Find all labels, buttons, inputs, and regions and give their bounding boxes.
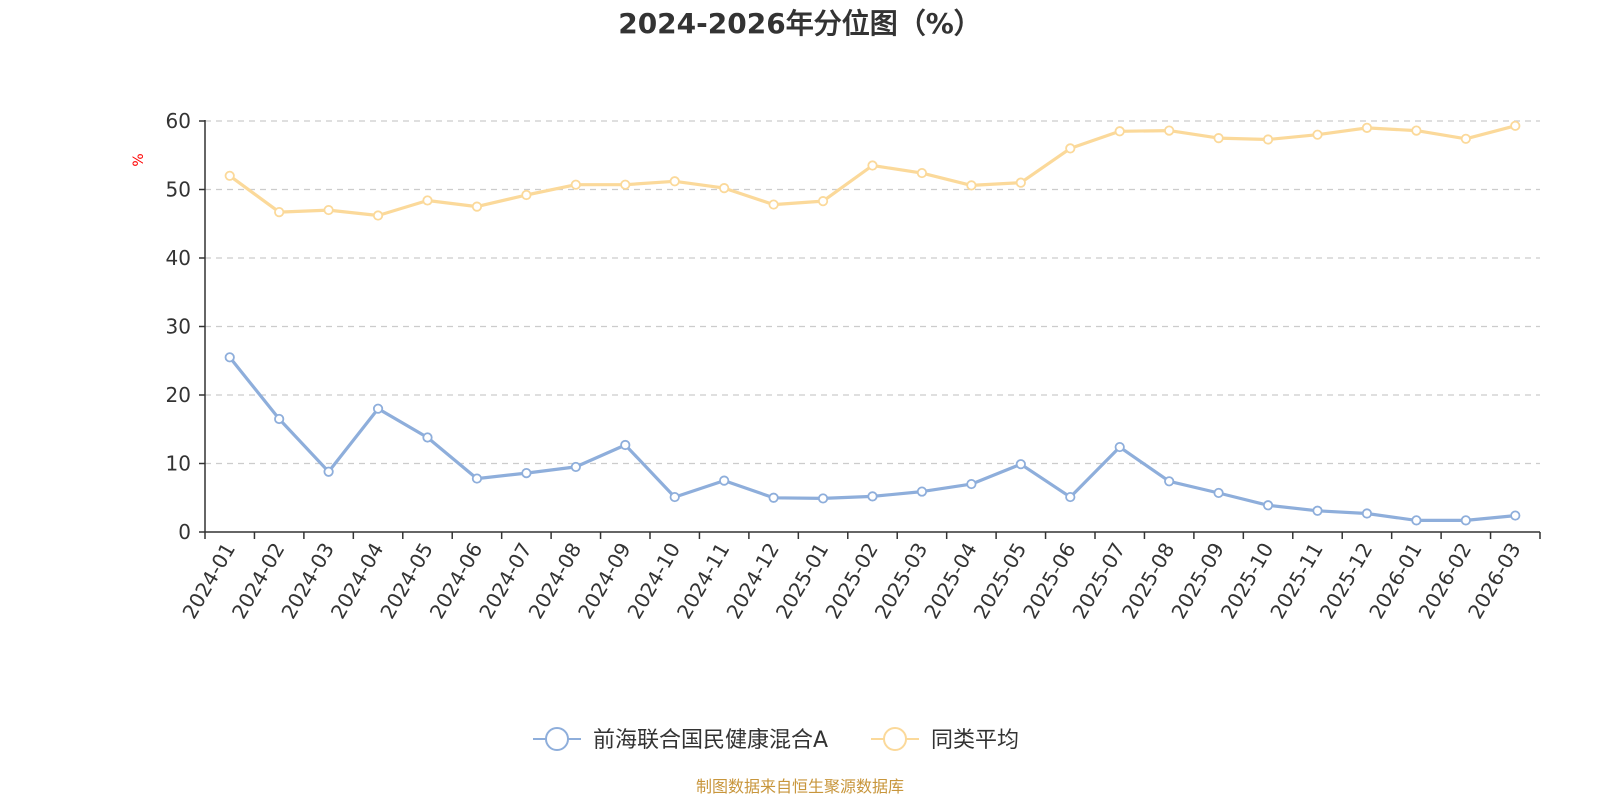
data-point[interactable] [1015,459,1026,470]
legend-label: 前海联合国民健康混合A [593,728,828,753]
data-point[interactable] [1312,129,1323,140]
data-point[interactable] [274,413,285,425]
y-tick-label: 50 [166,178,191,202]
data-point[interactable] [570,179,581,190]
data-point[interactable] [372,403,384,414]
data-point[interactable] [1361,508,1373,519]
data-point[interactable] [1361,122,1373,133]
data-point[interactable] [1510,510,1521,521]
data-point[interactable] [1411,515,1422,526]
data-point[interactable] [1114,441,1125,453]
y-tick-label: 10 [166,452,191,476]
data-point[interactable] [1114,126,1125,137]
y-tick-label: 20 [166,383,191,407]
data-point[interactable] [372,210,384,221]
data-point[interactable] [817,493,829,504]
data-point[interactable] [224,352,235,363]
y-tick-label: 60 [166,109,191,133]
data-point[interactable] [1411,125,1422,136]
data-point[interactable] [1065,143,1076,154]
data-point[interactable] [768,492,779,503]
legend-label: 同类平均 [931,728,1019,753]
data-point[interactable] [1164,125,1175,136]
y-tick-label: 40 [166,246,191,270]
data-point[interactable] [1460,515,1471,526]
data-point[interactable] [719,183,730,194]
data-point[interactable] [620,179,631,190]
data-point[interactable] [1015,177,1026,188]
data-point[interactable] [669,491,680,503]
data-point[interactable] [471,201,483,212]
data-point[interactable] [1312,505,1323,516]
series-line [228,124,1517,218]
data-point[interactable] [570,461,581,473]
data-point[interactable] [224,170,235,181]
y-tick-label: 0 [178,520,191,544]
data-point[interactable] [1213,487,1224,499]
data-point[interactable] [916,486,928,497]
data-point[interactable] [323,204,334,216]
legend-marker [545,727,569,751]
data-point[interactable] [521,467,532,479]
data-point[interactable] [1164,476,1175,487]
legend-marker [883,727,907,751]
data-point[interactable] [768,199,779,210]
data-point[interactable] [867,491,878,502]
grid-lines [205,120,1540,465]
data-point[interactable] [521,189,532,201]
series-2 [224,120,1521,221]
data-point[interactable] [422,195,433,206]
source-note: 制图数据来自恒生聚源数据库 [696,777,904,796]
data-point[interactable] [1065,491,1076,503]
data-point[interactable] [1262,500,1274,511]
data-point[interactable] [1460,133,1471,144]
y-axis-unit: % [131,153,147,166]
y-tick-label: 30 [166,315,191,339]
legend-item-2[interactable]: 同类平均 [871,727,1019,753]
data-point[interactable] [422,432,433,443]
data-point[interactable] [620,439,631,451]
data-point[interactable] [817,196,829,207]
data-point[interactable] [1510,120,1521,131]
data-point[interactable] [966,180,977,191]
data-point[interactable] [1262,134,1274,145]
chart-title: 2024-2026年分位图（%） [618,7,982,40]
data-point[interactable] [274,207,285,218]
series-1 [224,352,1521,526]
data-point[interactable] [323,466,334,477]
data-point[interactable] [867,160,878,171]
legend[interactable]: 前海联合国民健康混合A 同类平均 [533,727,1019,753]
data-point[interactable] [966,478,977,490]
data-point[interactable] [916,167,928,179]
data-point[interactable] [1213,133,1224,144]
legend-item-1[interactable]: 前海联合国民健康混合A [533,727,828,753]
data-point[interactable] [669,176,680,187]
axes: 01020304050602024-012024-022024-032024-0… [166,109,1541,623]
data-point[interactable] [471,473,483,484]
data-point[interactable] [719,475,730,486]
series-lines [224,120,1521,526]
